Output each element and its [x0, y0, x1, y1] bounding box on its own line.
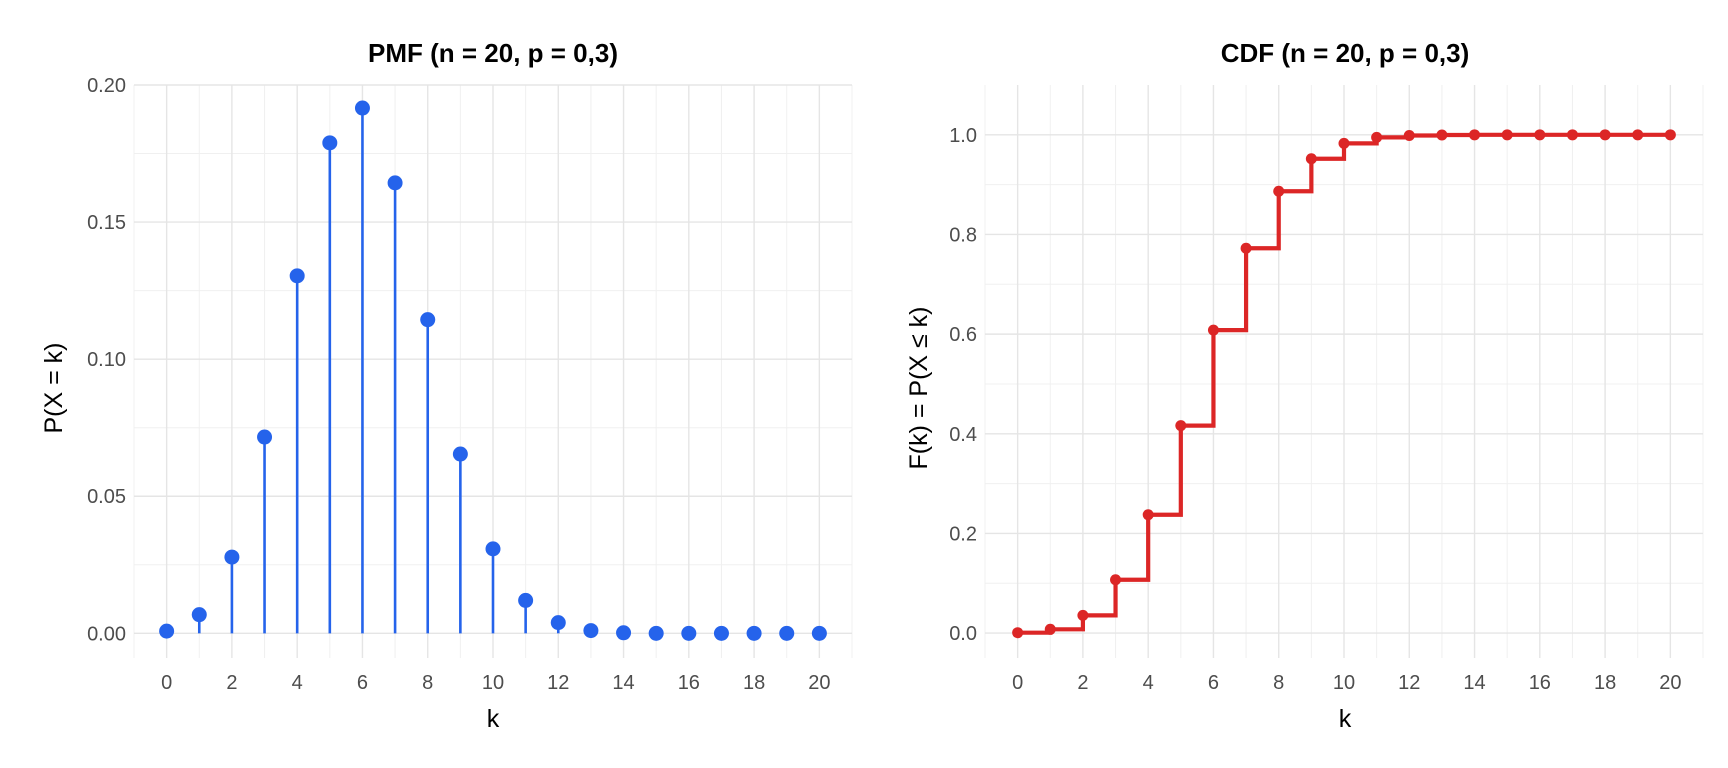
cdf-point	[1305, 153, 1317, 165]
pmf-point	[811, 625, 827, 641]
pmf-x-tick-label: 14	[612, 672, 634, 694]
cdf-point	[1207, 324, 1219, 336]
cdf-x-tick-label: 18	[1594, 672, 1616, 694]
cdf-x-axis-label: k	[1339, 705, 1352, 733]
pmf-point	[322, 135, 338, 151]
cdf-point	[1012, 627, 1024, 639]
cdf-point	[1175, 420, 1187, 432]
cdf-point	[1371, 131, 1383, 143]
pmf-x-tick-label: 16	[678, 672, 700, 694]
pmf-point	[159, 623, 175, 639]
cdf-y-tick-label: 0.8	[949, 224, 977, 246]
cdf-y-tick-label: 0.0	[949, 623, 977, 645]
pmf-x-tick-label: 6	[357, 672, 368, 694]
pmf-point	[713, 625, 729, 641]
cdf-y-tick-label: 0.6	[949, 324, 977, 346]
cdf-x-tick-label: 12	[1398, 672, 1420, 694]
cdf-point	[1501, 129, 1513, 141]
cdf-point	[1566, 129, 1578, 141]
cdf-point	[1599, 129, 1611, 141]
cdf-panel: CDF (n = 20, p = 0,3) k F(k) = P(X ≤ k) …	[905, 38, 1704, 733]
cdf-x-tick-label: 6	[1208, 672, 1219, 694]
cdf-y-tick-label: 0.4	[949, 424, 977, 446]
pmf-y-tick-label: 0.05	[87, 486, 126, 508]
cdf-point	[1240, 242, 1252, 254]
pmf-marks	[159, 100, 827, 641]
cdf-x-tick-label: 10	[1333, 672, 1355, 694]
pmf-x-tick-label: 12	[547, 672, 569, 694]
pmf-x-tick-label: 0	[161, 672, 172, 694]
cdf-point	[1142, 509, 1154, 521]
cdf-x-tick-label: 4	[1143, 672, 1154, 694]
cdf-x-tick-label: 16	[1529, 672, 1551, 694]
pmf-point	[616, 625, 632, 641]
cdf-point	[1110, 574, 1122, 586]
cdf-y-tick-label: 0.2	[949, 523, 977, 545]
cdf-point	[1469, 129, 1481, 141]
pmf-x-tick-label: 2	[226, 672, 237, 694]
pmf-x-tick-label: 8	[422, 672, 433, 694]
cdf-point	[1077, 609, 1089, 621]
pmf-y-tick-label: 0.10	[87, 349, 126, 371]
pmf-x-axis-label: k	[487, 705, 500, 733]
pmf-panel: PMF (n = 20, p = 0,3) k P(X = k) 0 2 4 6 8 10…	[40, 38, 853, 733]
pmf-point	[354, 100, 370, 116]
pmf-point	[583, 623, 599, 639]
pmf-y-tick-label: 0.00	[87, 623, 126, 645]
cdf-marks	[1012, 129, 1676, 639]
pmf-point	[452, 446, 468, 462]
pmf-x-tick-label: 20	[808, 672, 830, 694]
pmf-title: PMF (n = 20, p = 0,3)	[368, 38, 618, 68]
cdf-point	[1664, 129, 1676, 141]
pmf-point	[191, 607, 207, 623]
cdf-point	[1436, 129, 1448, 141]
cdf-point	[1338, 137, 1350, 149]
pmf-point	[224, 549, 240, 565]
pmf-x-tick-label: 10	[482, 672, 504, 694]
pmf-y-axis-label: P(X = k)	[40, 343, 68, 434]
pmf-x-tick-label: 4	[292, 672, 303, 694]
pmf-y-tick-label: 0.15	[87, 212, 126, 234]
pmf-point	[387, 175, 403, 191]
pmf-point	[550, 615, 566, 631]
cdf-point	[1632, 129, 1644, 141]
pmf-point	[648, 625, 664, 641]
pmf-x-tick-label: 18	[743, 672, 765, 694]
cdf-y-axis-label: F(k) = P(X ≤ k)	[905, 306, 933, 469]
pmf-point	[485, 541, 501, 557]
pmf-point	[420, 312, 436, 328]
cdf-grid	[984, 85, 1704, 658]
cdf-title: CDF (n = 20, p = 0,3)	[1221, 38, 1470, 68]
pmf-point	[681, 625, 697, 641]
cdf-x-tick-label: 8	[1273, 672, 1284, 694]
cdf-step-line	[1017, 132, 1671, 635]
pmf-point	[257, 429, 273, 445]
cdf-x-tick-label: 2	[1077, 672, 1088, 694]
cdf-x-tick-label: 0	[1012, 672, 1023, 694]
cdf-point	[1403, 129, 1415, 141]
cdf-point	[1273, 185, 1285, 197]
cdf-y-tick-label: 1.0	[949, 125, 977, 147]
pmf-point	[518, 592, 534, 608]
pmf-y-tick-label: 0.20	[87, 75, 126, 97]
cdf-point	[1534, 129, 1546, 141]
cdf-point	[1044, 623, 1056, 635]
cdf-x-tick-label: 14	[1463, 672, 1485, 694]
pmf-point	[746, 625, 762, 641]
pmf-point	[779, 625, 795, 641]
cdf-x-tick-label: 20	[1659, 672, 1681, 694]
pmf-point	[289, 268, 305, 284]
